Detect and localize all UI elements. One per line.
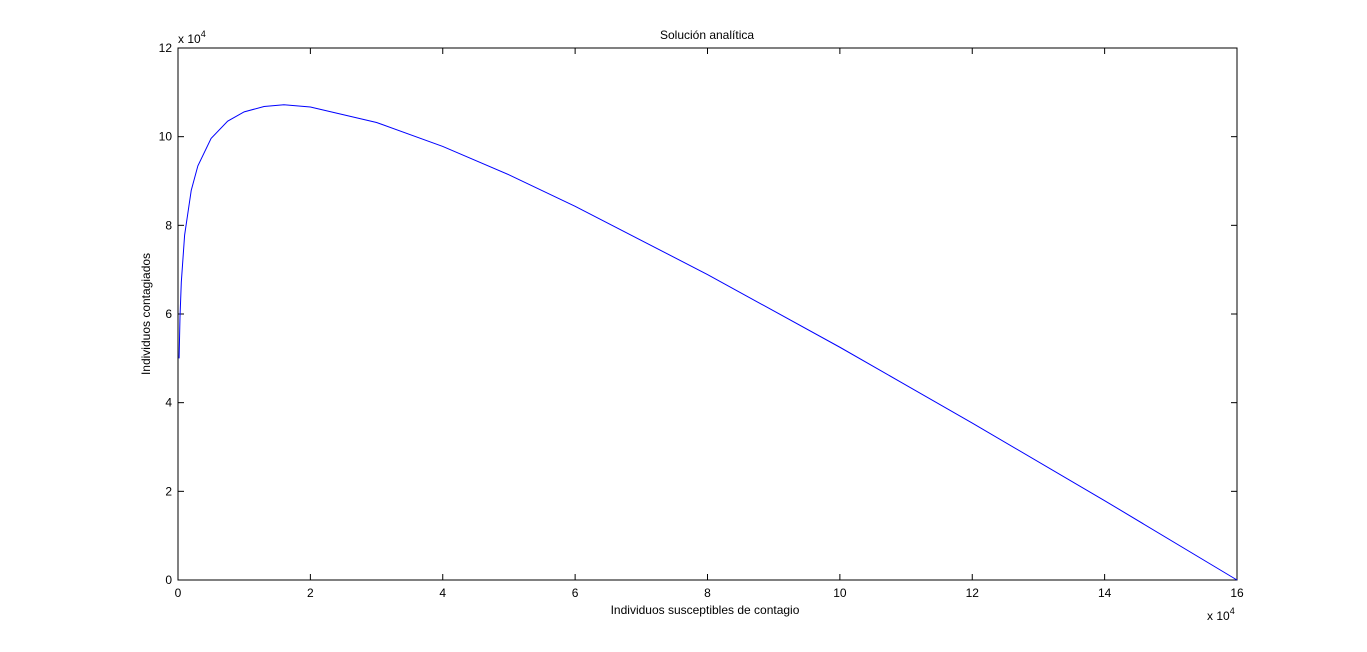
data-line [178,104,1238,581]
x-tick-label: 12 [966,586,980,600]
y-tick-label: 12 [159,41,173,55]
x-multiplier-exponent: 4 [1230,606,1235,616]
x-multiplier: x 104 [1207,606,1235,623]
y-tick-label: 4 [165,396,172,410]
x-tick-label: 16 [1230,586,1244,600]
x-multiplier-base: x 10 [1207,609,1230,623]
y-multiplier-base: x 10 [178,32,201,46]
x-tick-label: 4 [439,586,446,600]
y-tick-label: 8 [165,218,172,232]
x-tick-label: 2 [307,586,314,600]
y-multiplier-exponent: 4 [201,29,206,39]
y-tick-label: 10 [159,130,173,144]
chart-title: Solución analítica [660,28,754,42]
y-tick-label: 2 [165,484,172,498]
plot-area [177,47,1238,581]
y-multiplier: x 104 [178,29,206,46]
x-tick-label: 10 [833,586,847,600]
x-tick-label: 8 [704,586,711,600]
y-tick-label: 6 [165,307,172,321]
y-axis-label: Individuos contagiados [139,253,153,375]
x-tick-label: 14 [1098,586,1112,600]
x-tick-label: 6 [572,586,579,600]
x-tick-label: 0 [175,586,182,600]
x-axis-label: Individuos susceptibles de contagio [611,603,800,617]
y-tick-label: 0 [165,573,172,587]
